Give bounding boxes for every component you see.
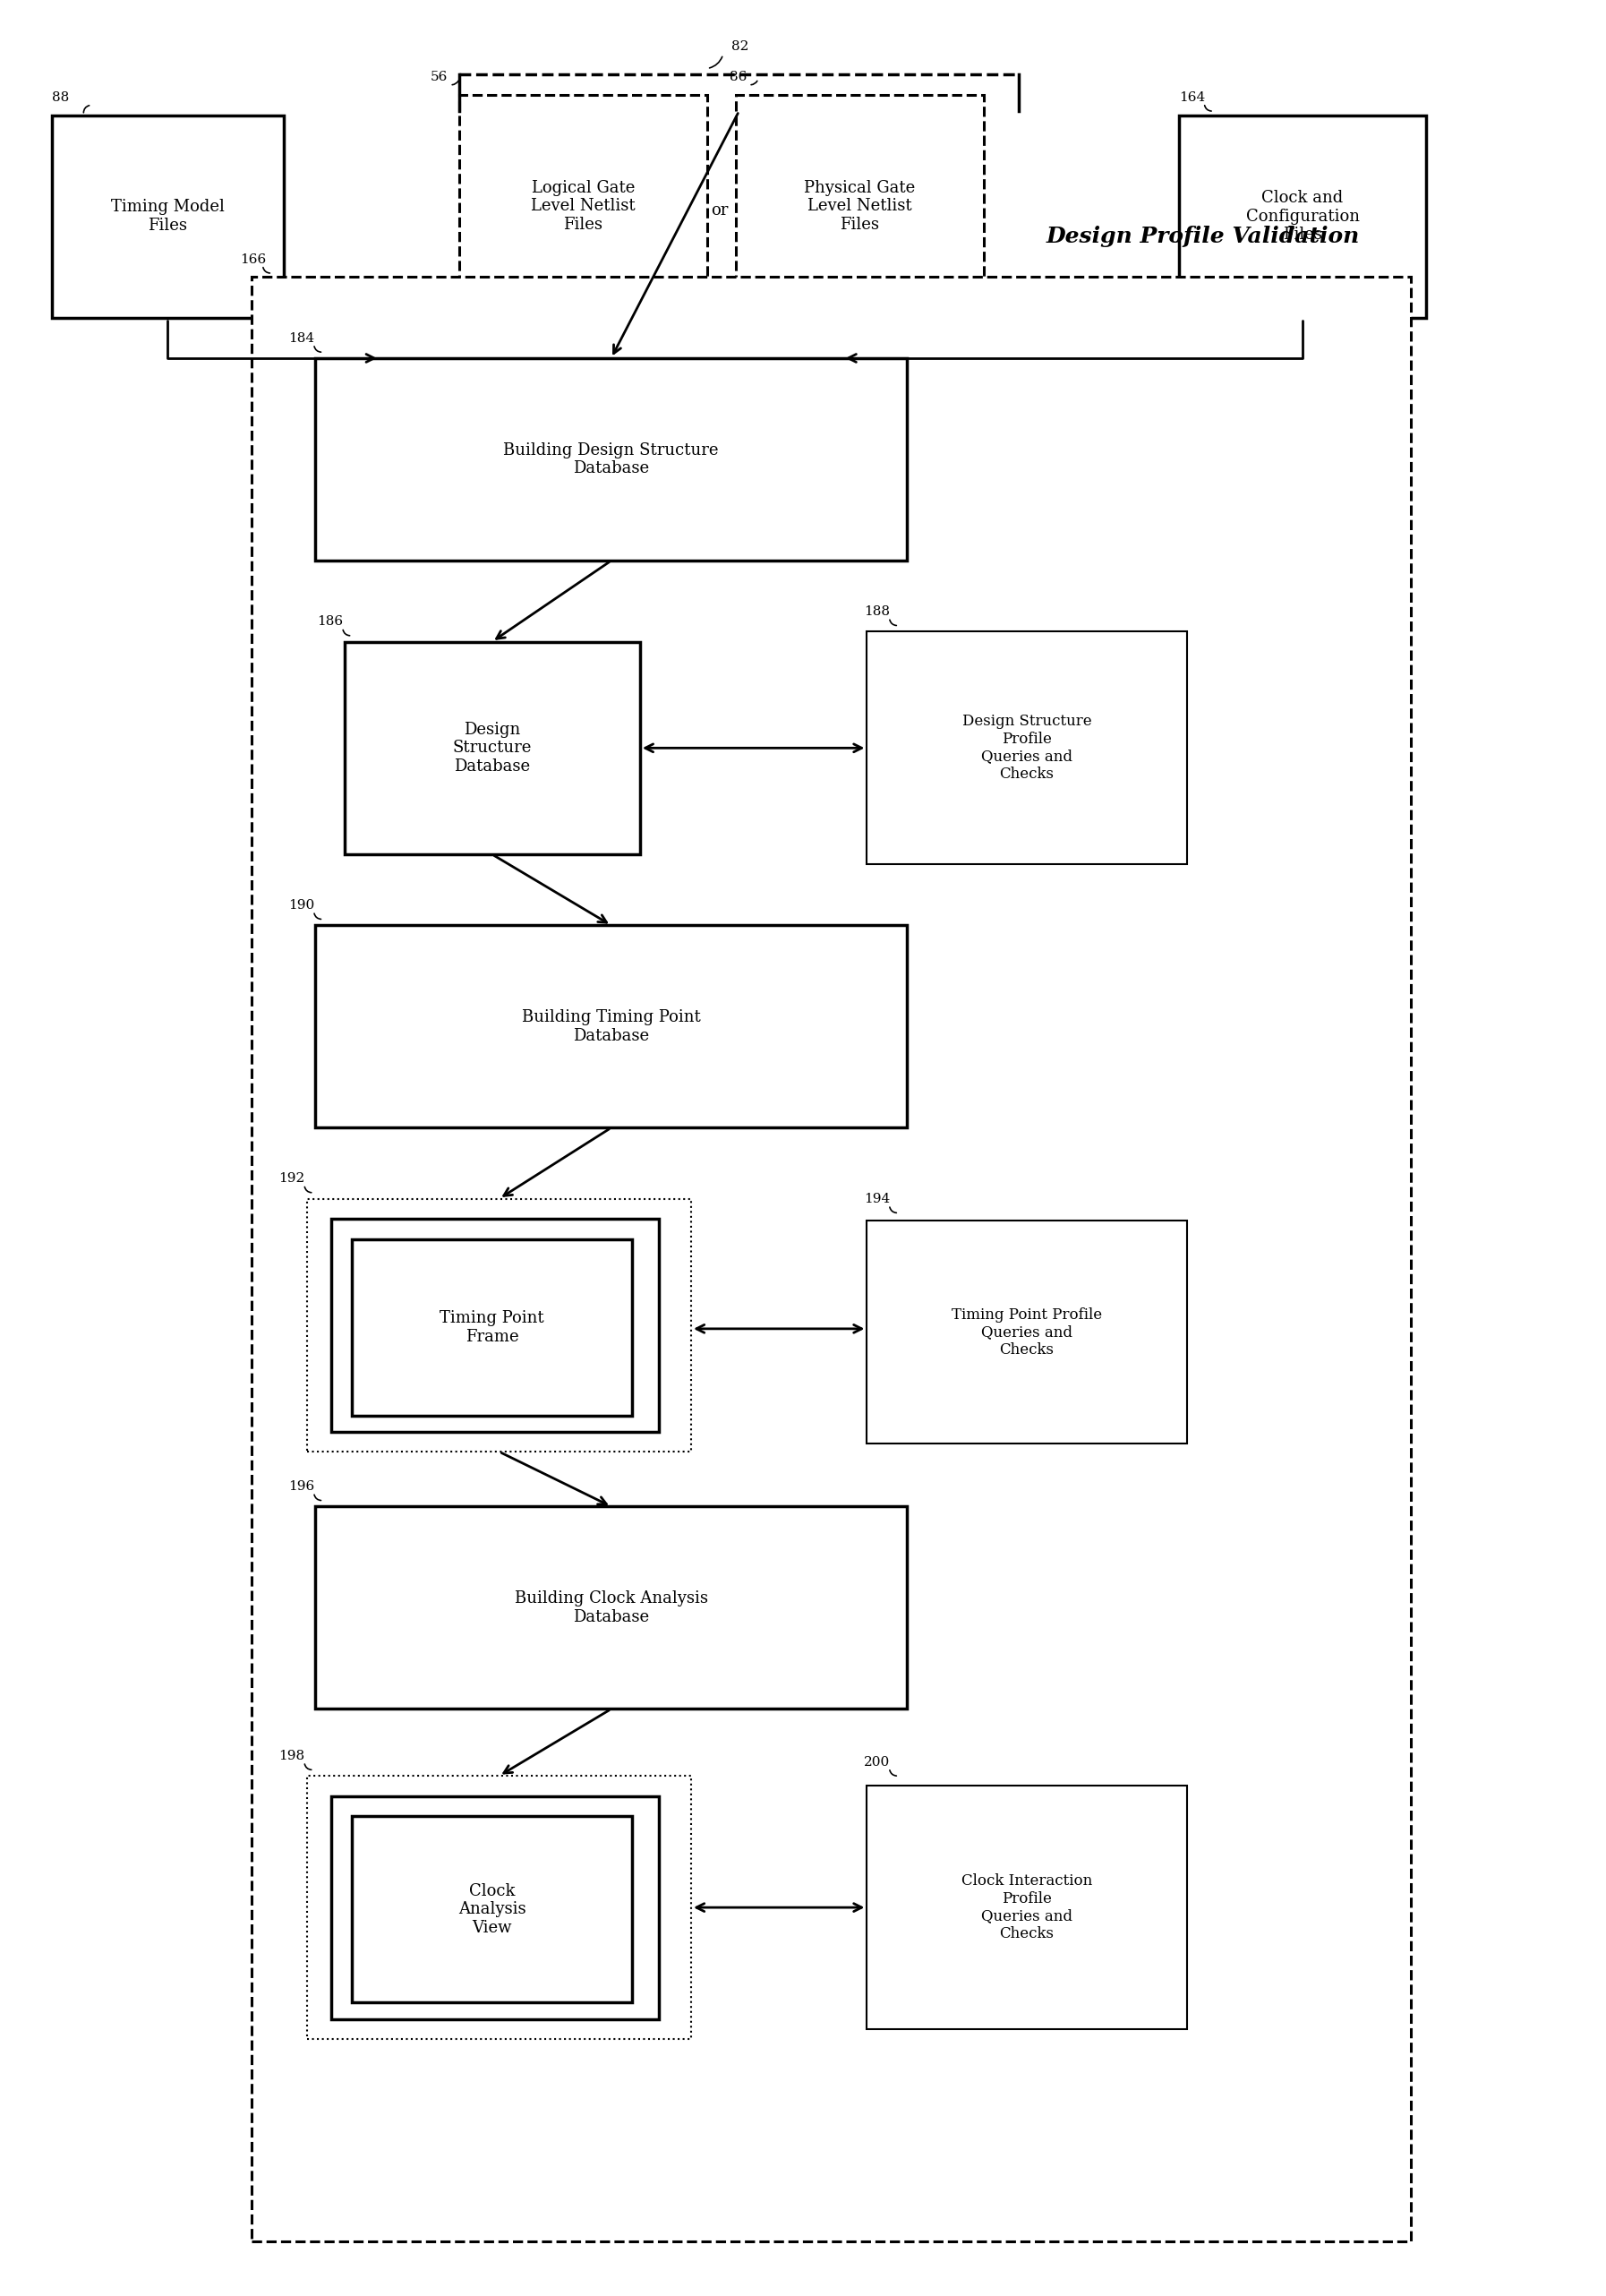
FancyBboxPatch shape	[315, 1506, 907, 1708]
Text: Building Timing Point
Database: Building Timing Point Database	[522, 1010, 700, 1045]
Text: 190: 190	[287, 900, 315, 912]
Text: Design Profile Validation: Design Profile Validation	[1046, 225, 1359, 248]
Text: 192: 192	[279, 1173, 305, 1185]
FancyBboxPatch shape	[315, 925, 907, 1127]
Text: 200: 200	[864, 1756, 890, 1768]
Text: Building Clock Analysis
Database: Building Clock Analysis Database	[514, 1591, 708, 1626]
FancyBboxPatch shape	[51, 115, 284, 317]
FancyBboxPatch shape	[459, 94, 707, 317]
Text: 164: 164	[1179, 92, 1204, 103]
Text: 186: 186	[316, 615, 344, 629]
FancyBboxPatch shape	[315, 358, 907, 560]
FancyBboxPatch shape	[352, 1240, 631, 1414]
FancyBboxPatch shape	[331, 1795, 658, 2018]
FancyBboxPatch shape	[736, 94, 983, 317]
Text: Timing Point
Frame: Timing Point Frame	[440, 1309, 544, 1345]
FancyBboxPatch shape	[867, 1221, 1187, 1444]
Text: Physical Gate
Level Netlist
Files: Physical Gate Level Netlist Files	[805, 179, 915, 232]
Text: 56: 56	[430, 71, 448, 83]
Text: 188: 188	[864, 606, 890, 618]
FancyBboxPatch shape	[867, 1786, 1187, 2030]
Text: Clock Interaction
Profile
Queries and
Checks: Clock Interaction Profile Queries and Ch…	[962, 1874, 1092, 1942]
Text: Building Design Structure
Database: Building Design Structure Database	[504, 443, 719, 478]
Text: Design Structure
Profile
Queries and
Checks: Design Structure Profile Queries and Che…	[962, 714, 1092, 783]
Text: Timing Model
Files: Timing Model Files	[111, 200, 225, 234]
Text: Clock
Analysis
View: Clock Analysis View	[458, 1883, 525, 1936]
FancyBboxPatch shape	[331, 1219, 658, 1430]
Text: or: or	[711, 202, 729, 218]
Text: 166: 166	[241, 253, 267, 266]
FancyBboxPatch shape	[344, 641, 639, 854]
Text: 88: 88	[51, 92, 69, 103]
Text: Logical Gate
Level Netlist
Files: Logical Gate Level Netlist Files	[532, 179, 636, 232]
Text: 194: 194	[864, 1194, 890, 1205]
Text: 196: 196	[287, 1481, 315, 1492]
Text: 198: 198	[279, 1750, 305, 1763]
FancyBboxPatch shape	[1179, 115, 1426, 317]
FancyBboxPatch shape	[252, 278, 1410, 2241]
Text: 86: 86	[729, 71, 747, 83]
FancyBboxPatch shape	[867, 631, 1187, 866]
FancyBboxPatch shape	[352, 1816, 631, 2002]
Text: Clock and
Configuration
Files: Clock and Configuration Files	[1246, 191, 1359, 243]
Text: Design
Structure
Database: Design Structure Database	[453, 721, 532, 774]
Text: 184: 184	[287, 333, 315, 344]
Text: Timing Point Profile
Queries and
Checks: Timing Point Profile Queries and Checks	[951, 1306, 1102, 1357]
Text: 82: 82	[731, 41, 748, 53]
